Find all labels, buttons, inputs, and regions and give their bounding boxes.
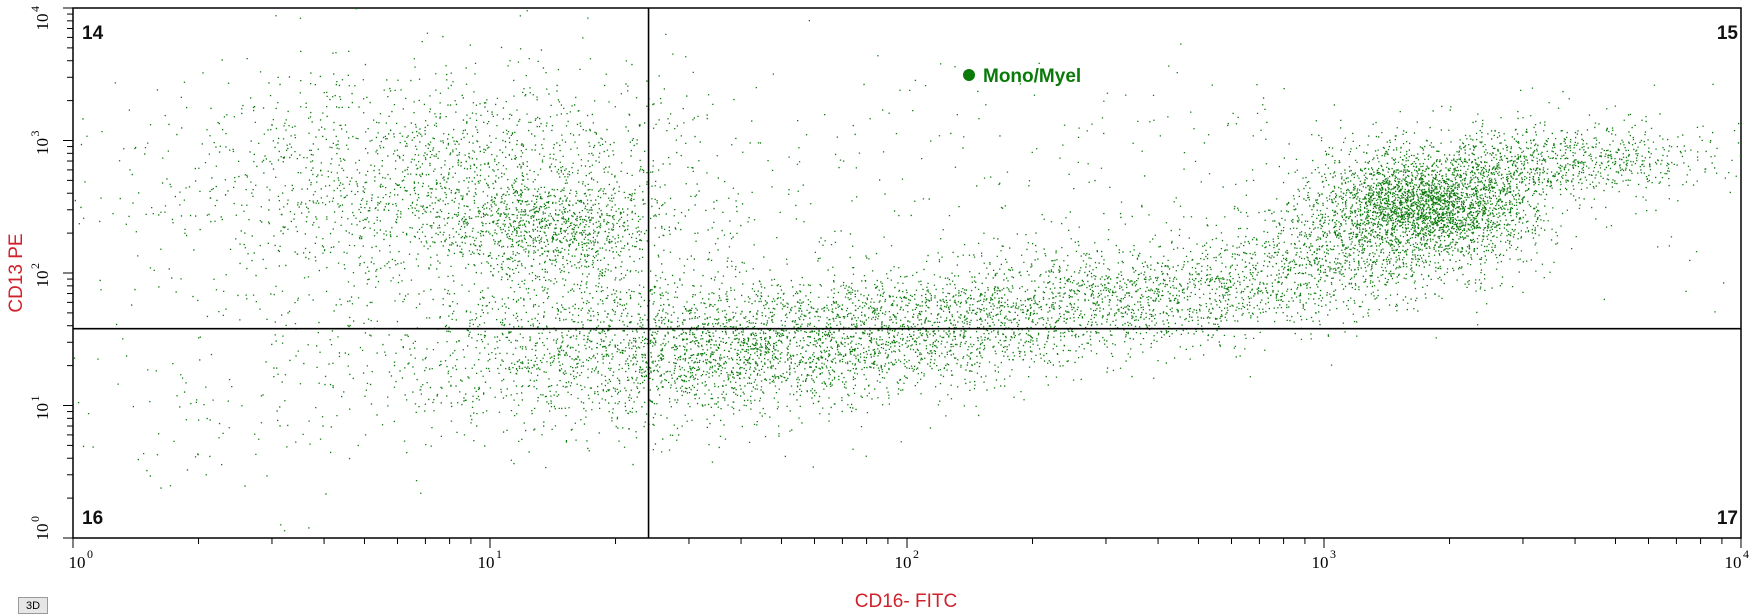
y-tick-label: 10: [33, 524, 52, 541]
y-tick-label-exponent: 0: [28, 516, 42, 522]
y-tick-label: 10: [33, 138, 52, 155]
y-tick-label-exponent: 1: [28, 396, 42, 402]
y-tick-label-group: 101: [28, 396, 52, 421]
y-tick-label: 10: [33, 403, 52, 420]
view-3d-button[interactable]: 3D: [18, 597, 48, 614]
x-tick-label: 10: [895, 553, 912, 572]
x-tick-label-exponent: 1: [496, 547, 502, 561]
x-tick-label-exponent: 3: [1330, 547, 1336, 561]
x-tick-label: 10: [478, 553, 495, 572]
x-axis-title: CD16- FITC: [855, 591, 957, 612]
legend-marker: [963, 69, 975, 81]
x-tick-label-exponent: 0: [87, 547, 93, 561]
plot-frame: [72, 7, 1742, 539]
y-tick-label-group: 102: [28, 263, 52, 288]
y-tick-label-exponent: 2: [28, 263, 42, 269]
quadrant-label-lower-right: 17: [1717, 508, 1738, 529]
y-tick-label-group: 104: [28, 6, 52, 31]
y-tick-label: 10: [33, 14, 52, 31]
legend-label: Mono/Myel: [983, 66, 1081, 87]
legend: Mono/Myel: [963, 66, 1081, 87]
x-tick-label: 10: [69, 553, 86, 572]
y-tick-label-group: 103: [28, 131, 52, 156]
x-tick-label-exponent: 4: [1743, 547, 1749, 561]
quadrant-label-upper-right: 15: [1717, 23, 1739, 44]
y-tick-label: 10: [33, 271, 52, 288]
quadrant-label-upper-left: 14: [82, 23, 104, 44]
y-tick-label-exponent: 4: [28, 6, 42, 12]
quadrant-label-lower-left: 16: [82, 508, 103, 529]
y-tick-label-exponent: 3: [28, 131, 42, 137]
x-tick-label-exponent: 2: [913, 547, 919, 561]
x-tick-label: 10: [1312, 553, 1329, 572]
y-axis-title: CD13 PE: [6, 233, 27, 312]
x-tick-label: 10: [1725, 553, 1742, 572]
y-tick-label-group: 100: [28, 516, 52, 541]
